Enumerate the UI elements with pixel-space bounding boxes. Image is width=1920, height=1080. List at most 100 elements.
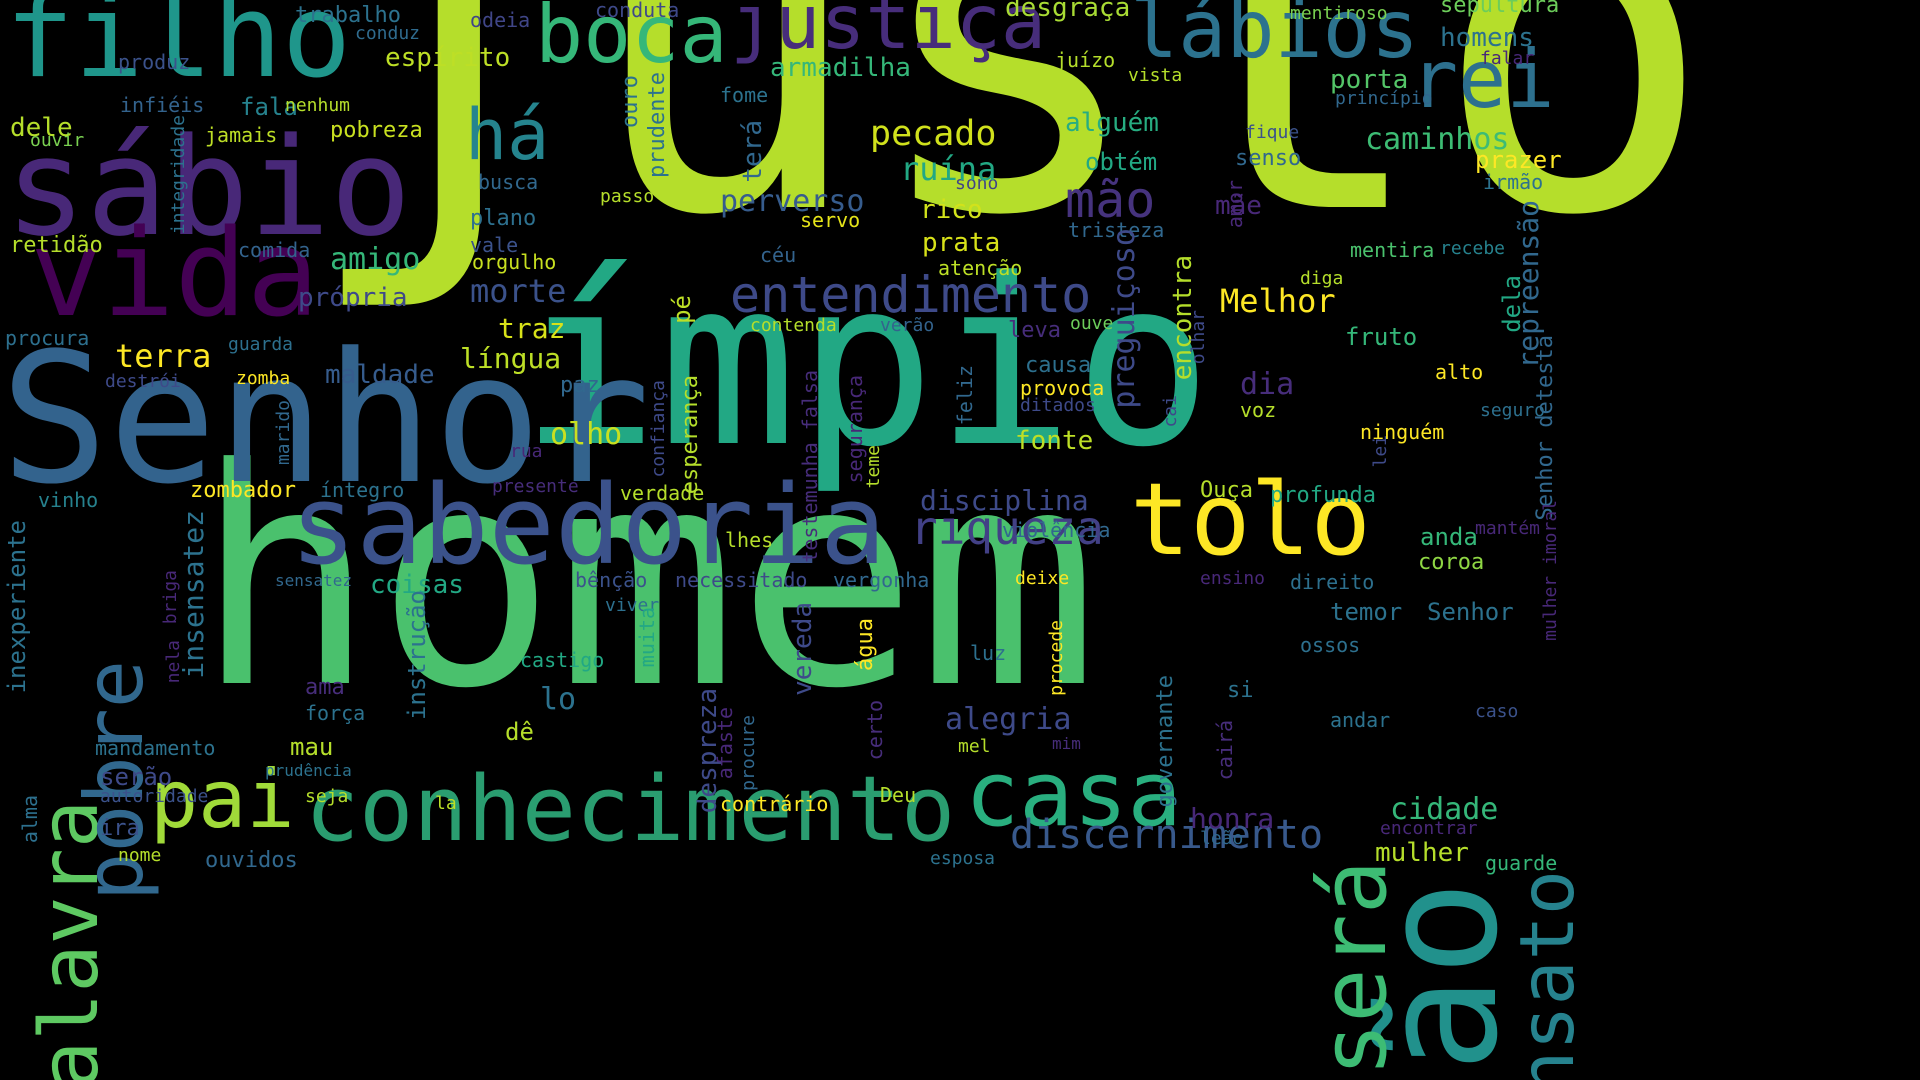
word: insensatez [177,510,210,679]
word: mandamento [95,736,216,760]
word: alma [18,795,42,844]
word: mentira [1350,238,1435,262]
word: honra [1190,802,1275,835]
word: homens [1440,23,1534,53]
word: tristeza [1068,218,1165,242]
word: testemunha falsa [798,370,822,563]
word: lhes [725,528,774,552]
word: amor [1223,180,1247,229]
word: causa [1025,353,1092,378]
word: direito [1290,570,1375,594]
word: falar [1480,48,1535,69]
word: ouvir [30,130,85,151]
word: profunda [1270,483,1376,508]
word: marido [273,400,294,466]
word: Deu [880,783,917,807]
word: luz [970,641,1007,665]
word: guarda [228,334,294,355]
word: ossos [1300,633,1361,657]
word: zombador [190,478,296,503]
word: ouro [618,75,643,128]
word: ouvidos [205,848,298,873]
word: dela [1498,275,1526,333]
word: temor [1330,598,1403,626]
word: atenção [938,256,1023,280]
word: rei [1410,33,1555,126]
word: retidão [10,233,103,258]
word: casa [965,742,1182,847]
word: odeia [470,8,531,32]
word: Senhor [1427,598,1514,626]
word: alto [1435,360,1484,384]
word: afaste [713,707,737,780]
word: diga [1300,268,1344,289]
word: maldade [325,360,435,390]
word: cairá [1213,720,1237,781]
word: cai [1160,395,1181,428]
word: há [465,94,550,176]
word: conduta [595,0,680,22]
word: homem [195,405,1099,754]
word: justiça [730,0,1047,66]
word: esperança [678,375,703,495]
word: conduz [355,23,421,44]
word: perverso [720,184,865,219]
word: esposa [930,848,996,869]
word: briga [160,570,181,625]
word: mantém [1475,518,1541,539]
word: entendimento [730,266,1092,324]
word: vinho [38,488,99,512]
word: produz [118,50,191,74]
word: jamais [205,123,278,147]
word: ditados [1020,395,1096,416]
word: lábios [1130,0,1419,76]
word: íntegro [320,478,405,502]
word: cidade [1390,792,1499,827]
word: segurança [843,375,867,484]
word: irmão [1483,170,1544,194]
word: dele [10,113,73,143]
word: procede [1046,620,1067,696]
word: muita [635,607,659,668]
word: água [853,618,878,671]
word: violência [1002,518,1111,542]
word: alguém [1065,108,1159,138]
word: boca [535,0,728,81]
word: Melhor [1220,282,1336,320]
word: comida [238,238,311,262]
word: leva [1008,318,1061,343]
word: voz [1240,398,1277,422]
word: ama [305,675,345,700]
word: morte [470,272,567,310]
word: céu [760,243,797,267]
word: espírito [385,43,511,73]
word: mulher [1375,838,1469,868]
word: força [305,701,366,725]
word: vergonha [833,568,930,592]
word: la [435,793,457,814]
word: pai [150,753,295,846]
word: infiéis [120,93,205,117]
word: alegria [945,702,1072,737]
word: recebe [1440,238,1506,259]
word: fala [240,93,298,121]
word: vista [1128,65,1183,86]
word: lei [1370,435,1391,468]
word: prazer [1475,146,1562,174]
word: passo [600,186,655,207]
word: porta [1330,65,1409,95]
word: sabedoria [290,461,887,589]
word: trabalho [295,3,401,28]
word: mau [290,733,334,761]
word: confiança [648,380,669,478]
word: tolo [1130,461,1371,578]
word: mão [1065,171,1156,229]
word: ira [100,816,140,841]
word: prata [922,228,1001,258]
word: verão [880,315,935,336]
word: fique [1245,122,1300,143]
word: caso [1475,701,1519,722]
word: zomba [236,368,291,389]
word: vida [30,205,319,344]
